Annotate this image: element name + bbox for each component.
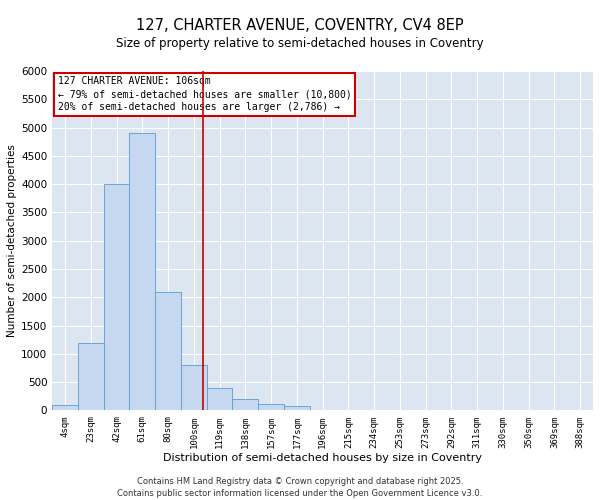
Bar (104, 184, 130, 410)
Bar (155, 292, 181, 410)
Text: 127 CHARTER AVENUE: 106sqm
← 79% of semi-detached houses are smaller (10,800)
20: 127 CHARTER AVENUE: 106sqm ← 79% of semi… (58, 76, 352, 112)
Bar (207, 388, 232, 410)
Bar (130, 133, 155, 410)
Text: Size of property relative to semi-detached houses in Coventry: Size of property relative to semi-detach… (116, 38, 484, 51)
Text: 127, CHARTER AVENUE, COVENTRY, CV4 8EP: 127, CHARTER AVENUE, COVENTRY, CV4 8EP (136, 18, 464, 32)
Bar (258, 404, 284, 410)
Bar (232, 399, 258, 410)
X-axis label: Distribution of semi-detached houses by size in Coventry: Distribution of semi-detached houses by … (163, 453, 482, 463)
Bar (78, 342, 104, 410)
Bar (181, 365, 207, 410)
Bar (52, 404, 78, 410)
Y-axis label: Number of semi-detached properties: Number of semi-detached properties (7, 144, 17, 337)
Text: Contains HM Land Registry data © Crown copyright and database right 2025.
Contai: Contains HM Land Registry data © Crown c… (118, 476, 482, 498)
Bar (284, 406, 310, 410)
